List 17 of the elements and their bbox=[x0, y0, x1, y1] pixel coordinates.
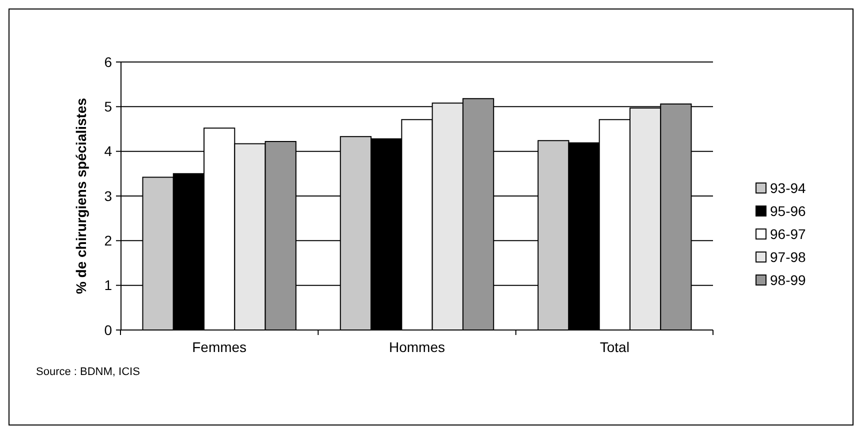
y-tick-label: 0 bbox=[104, 322, 112, 338]
legend-label: 97-98 bbox=[770, 248, 806, 265]
y-tick-label: 5 bbox=[104, 98, 112, 115]
x-tick-label: Femmes bbox=[192, 339, 247, 355]
y-tick-label: 4 bbox=[104, 143, 112, 160]
legend-label: 95-96 bbox=[770, 202, 806, 219]
legend-label: 96-97 bbox=[770, 226, 806, 242]
y-tick-label: 2 bbox=[104, 232, 112, 249]
y-tick-label: 6 bbox=[104, 54, 112, 70]
y-tick-label: 3 bbox=[104, 188, 112, 204]
legend-label: 93-94 bbox=[770, 180, 806, 196]
y-axis-title: % de chirurgiens spécialistes bbox=[73, 98, 89, 294]
x-tick-label: Total bbox=[600, 339, 630, 355]
x-tick-label: Hommes bbox=[388, 339, 446, 355]
y-tick-label: 1 bbox=[104, 277, 112, 294]
source-note: Source : BDNM, ICIS bbox=[36, 366, 140, 378]
legend-label: 98-99 bbox=[770, 272, 806, 288]
